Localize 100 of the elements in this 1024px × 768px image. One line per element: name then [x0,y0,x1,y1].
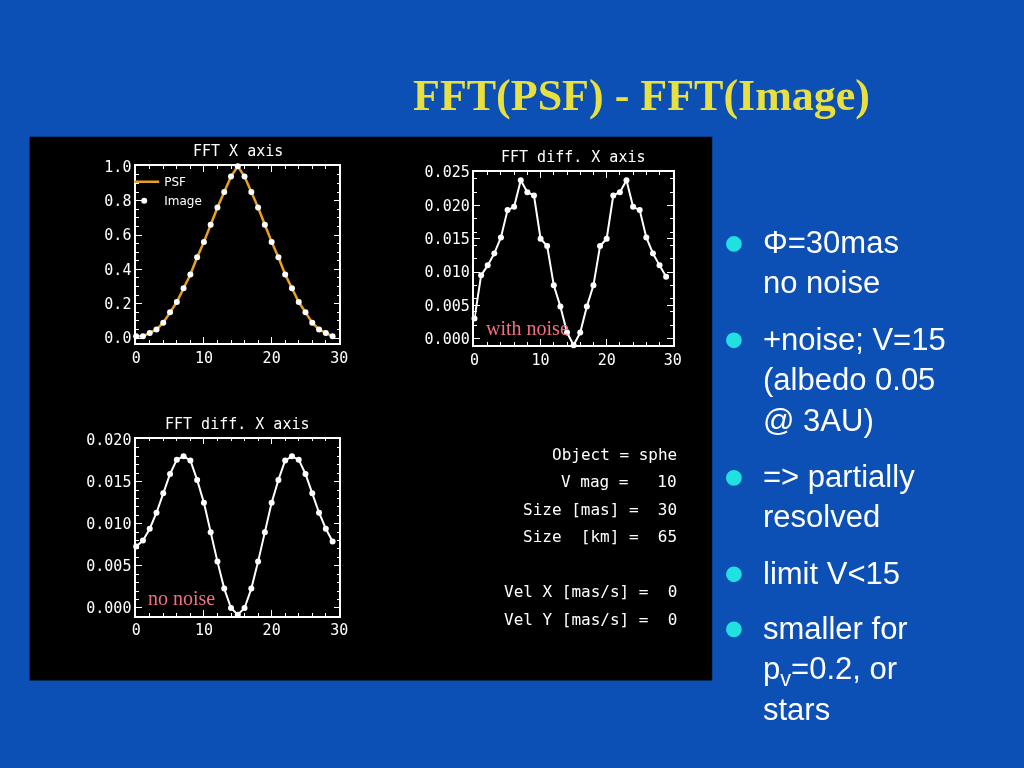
point [316,509,323,516]
text: Φ=30mas no noise [763,225,899,301]
point [207,529,214,536]
y-tick-label: 0.010 [86,514,132,533]
x-tick-label: 30 [663,350,682,369]
point [139,333,146,340]
y-tick-label: 0.005 [424,296,470,315]
point [241,604,248,611]
point [160,319,167,326]
point [146,525,153,532]
y-tick-label: 0.0 [104,329,132,348]
point [524,189,531,196]
point [288,285,295,292]
point [636,207,643,214]
point [491,250,498,257]
point [275,476,282,483]
point [550,282,557,289]
point [616,189,623,196]
point [309,490,316,497]
y-tick-label: 0.8 [104,191,132,210]
point [295,299,302,306]
point [241,173,248,180]
y-tick-label: 1.0 [104,157,132,176]
point [248,585,255,592]
point [497,234,504,241]
point [517,177,524,184]
point [180,285,187,292]
point [302,470,309,477]
text: Vel X [mas/s] = 0 [504,582,678,601]
x-tick-label: 0 [131,348,141,367]
annotation: no noise [148,587,216,609]
y-tick-label: 0.015 [424,229,470,248]
chart-title: FFT X axis [193,142,284,160]
point [200,499,207,506]
x-tick-label: 20 [262,621,281,640]
point [504,207,511,214]
point [187,271,194,278]
point [537,235,544,242]
point [302,309,309,316]
legend-label: PSF [164,175,187,190]
point [146,329,153,336]
point [167,470,174,477]
y-tick-label: 0.4 [104,260,132,279]
point [153,326,160,333]
point [221,585,228,592]
y-tick-label: 0.020 [86,430,132,449]
y-tick-label: 0.005 [86,557,132,576]
y-tick-label: 0.015 [86,472,132,491]
point [649,250,656,257]
x-tick-label: 10 [194,348,213,367]
point [160,490,167,497]
text: Size [mas] = 30 [523,500,678,519]
point [597,243,604,250]
x-tick-label: 30 [330,621,349,640]
point [478,272,485,279]
point [643,234,650,241]
point [577,329,584,336]
point [194,254,201,261]
point [255,558,262,565]
point [268,499,275,506]
text: V mag = 10 [561,472,677,491]
y-tick-label: 0.2 [104,294,132,313]
point [329,333,336,340]
point [173,299,180,306]
point [322,329,329,336]
point [623,177,630,184]
point [173,456,180,463]
x-tick-label: 30 [330,348,349,367]
point [590,282,597,289]
chart-title: FFT diff. X axis [501,148,646,166]
point [139,537,146,544]
point [214,558,221,565]
x-tick-label: 0 [469,350,480,369]
point [228,173,234,180]
point [268,238,275,245]
point [153,509,160,516]
point [167,309,174,316]
point [194,476,201,483]
x-tick-label: 20 [262,348,281,367]
y-tick-label: 0.025 [424,163,470,182]
point [221,189,228,196]
point [255,204,262,211]
point [288,453,295,460]
point [316,326,323,333]
y-tick-label: 0.000 [424,329,470,348]
point [329,538,336,545]
point [214,204,221,211]
y-tick-label: 0.010 [424,263,470,282]
point [557,303,564,310]
y-tick-label: 0.000 [86,599,132,618]
point [530,192,537,199]
point [248,189,255,196]
point [610,192,617,199]
point [282,271,289,278]
x-tick-label: 0 [131,621,141,640]
text: FFT(PSF) - FFT(Image) [413,71,870,120]
point [511,203,518,210]
y-tick-label: 0.6 [104,226,132,245]
y-tick-label: 0.020 [424,196,470,215]
point [228,604,234,611]
